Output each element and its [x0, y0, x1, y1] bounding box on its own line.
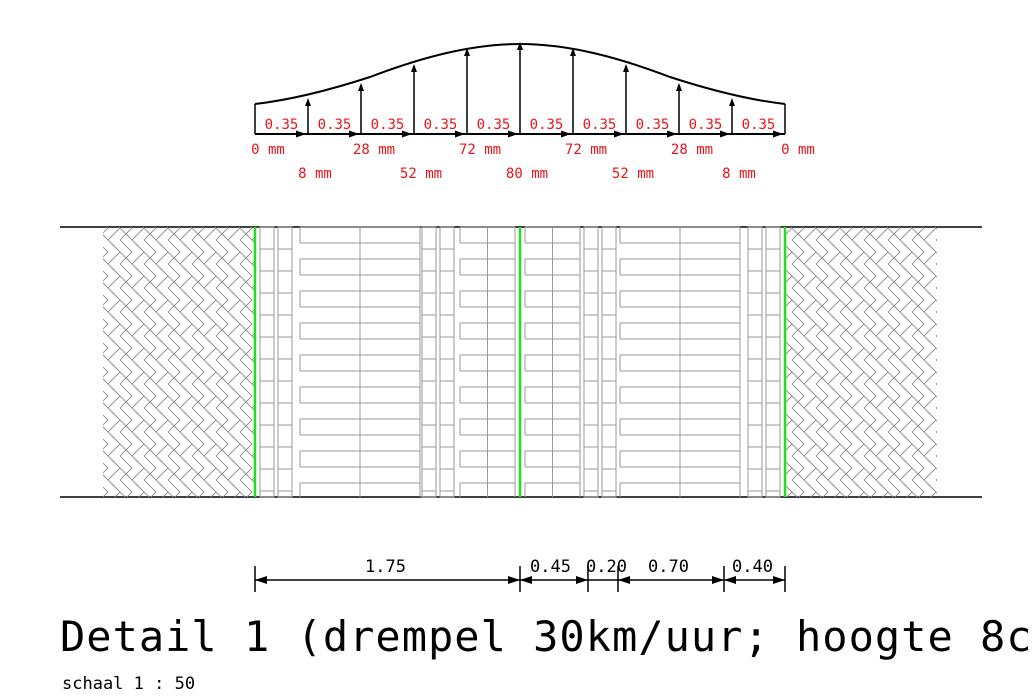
paving-strip: [259, 226, 275, 498]
ordinate-arrow-2: [358, 83, 364, 91]
segment-arrow-1: [349, 130, 359, 138]
segment-width-label: 0.35: [583, 117, 617, 133]
segment-arrow-3: [455, 130, 465, 138]
segment-width-label: 0.35: [424, 117, 458, 133]
ordinate-arrow-1: [305, 98, 311, 106]
segment-arrow-8: [720, 130, 730, 138]
dim-arrowheads: [255, 576, 785, 584]
segment-arrow-9: [773, 130, 783, 138]
plan-view: [60, 226, 982, 498]
height-label-lower: 80 mm: [506, 166, 548, 182]
height-label-lower: 8 mm: [722, 166, 756, 182]
segment-width-label: 0.35: [636, 117, 670, 133]
ordinate-arrow-4: [464, 48, 470, 56]
paving-strip: [583, 226, 599, 498]
ordinate-arrow-9: [729, 98, 735, 106]
dim-label-3: 0.20: [586, 557, 627, 577]
hump-profile: 0.35 0.35 0.35 0.35 0.35 0.35 0.35 0.35 0.35 0.35…: [251, 42, 815, 182]
segment-width-label: 0.35: [371, 117, 405, 133]
herringbone-right: [785, 227, 937, 497]
segment-arrow-7: [667, 130, 677, 138]
segment-arrow-0: [296, 130, 306, 138]
profile-ordinates: [254, 42, 786, 138]
dim-label-4: 0.70: [648, 557, 689, 577]
ordinate-arrow-6: [570, 48, 576, 56]
height-label-upper: 0 mm: [781, 142, 815, 158]
segment-width-label: 0.35: [530, 117, 564, 133]
height-labels: 0 mm 28 mm 72 mm 72 mm 28 mm 0 mm 8 mm 52 mm 80 …: [251, 142, 815, 182]
segment-arrow-5: [561, 130, 571, 138]
segment-width-labels: 0.35 0.35 0.35 0.35 0.35 0.35 0.35 0.35 0.35 0.35: [265, 117, 776, 133]
segment-width-label: 0.35: [689, 117, 723, 133]
ordinate-arrow-8: [676, 83, 682, 91]
segment-width-label: 0.35: [318, 117, 352, 133]
herringbone-left: [103, 227, 255, 497]
drawing-scale: schaal 1 : 50: [62, 674, 196, 694]
segment-arrow-2: [402, 130, 412, 138]
paving-strip: [439, 226, 455, 498]
height-label-lower: 52 mm: [612, 166, 654, 182]
paving-strip: [601, 226, 617, 498]
paving-strip: [765, 226, 781, 498]
dim-label-5: 0.40: [732, 557, 773, 577]
height-label-upper: 0 mm: [251, 142, 285, 158]
stretcher-bond-paving: [259, 226, 781, 498]
paving-strip: [277, 226, 293, 498]
dim-label-1: 1.75: [365, 557, 406, 577]
ordinate-arrow-7: [623, 64, 629, 72]
segment-width-label: 0.35: [477, 117, 511, 133]
drawing-title: Detail 1 (drempel 30km/uur; hoogte 8cm): [60, 612, 1034, 661]
height-label-lower: 8 mm: [298, 166, 332, 182]
dim-label-2: 0.45: [530, 557, 571, 577]
height-label-upper: 28 mm: [353, 142, 395, 158]
segment-width-label: 0.35: [742, 117, 776, 133]
segment-arrow-4: [508, 130, 518, 138]
paving-strip: [747, 226, 763, 498]
ordinate-arrow-5: [517, 42, 523, 50]
height-label-lower: 52 mm: [400, 166, 442, 182]
paving-strip: [421, 226, 437, 498]
ordinate-arrow-3: [411, 64, 417, 72]
segment-arrow-6: [614, 130, 624, 138]
height-label-upper: 72 mm: [459, 142, 501, 158]
segment-width-label: 0.35: [265, 117, 299, 133]
height-label-upper: 72 mm: [565, 142, 607, 158]
dimension-chain: [254, 566, 786, 592]
height-label-upper: 28 mm: [671, 142, 713, 158]
